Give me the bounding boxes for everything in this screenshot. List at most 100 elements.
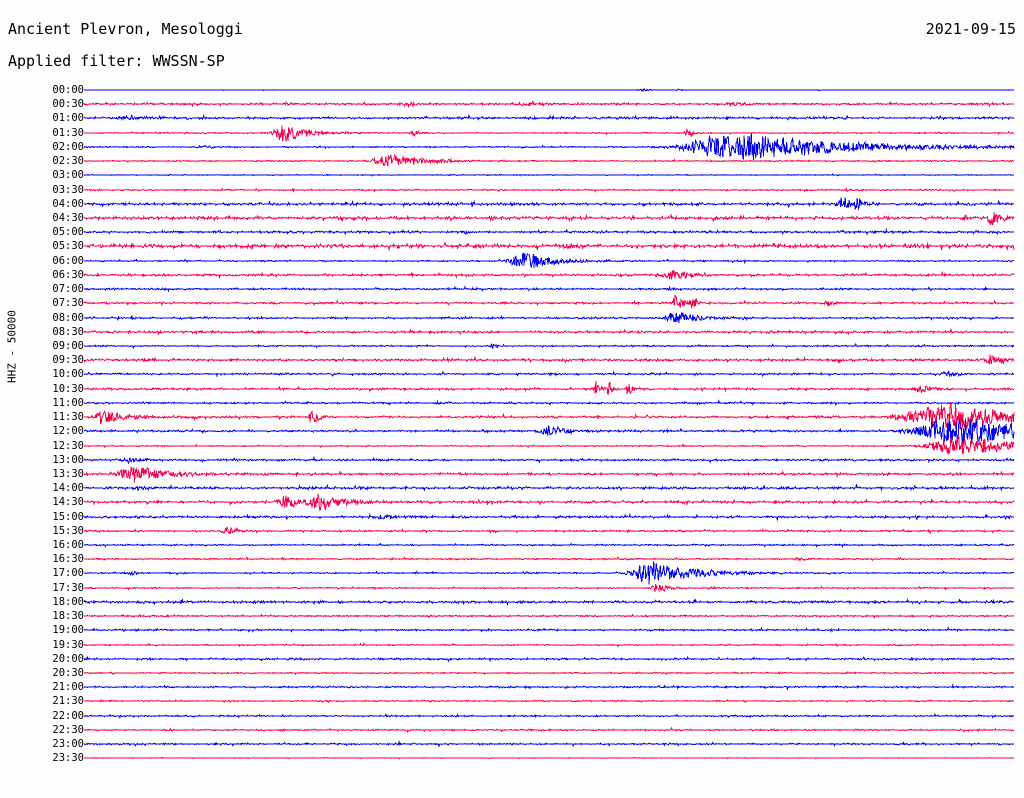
time-label-1730: 17:30: [52, 581, 84, 594]
trace-1600: [84, 542, 1015, 549]
trace-waveform: [83, 712, 1015, 719]
time-label-0730: 07:30: [52, 297, 84, 310]
trace-0700: [83, 285, 1015, 293]
trace-1500: [83, 512, 1015, 522]
trace-1930: [83, 641, 1015, 648]
trace-waveform: [83, 655, 1015, 663]
time-label-1300: 13:00: [52, 453, 84, 466]
time-label-0830: 08:30: [52, 325, 84, 338]
time-label-0330: 03:30: [52, 183, 84, 196]
trace-waveform: [83, 241, 1015, 252]
trace-waveform: [83, 526, 1015, 535]
time-label-0600: 06:00: [52, 254, 84, 267]
trace-1530: [83, 526, 1015, 535]
time-axis-labels: 00:00 00:30 01:00 01:30 02:00 02:30 03:00 03:30…: [22, 78, 84, 773]
trace-0800: [83, 311, 1015, 323]
time-label-1500: 15:00: [52, 510, 84, 523]
trace-waveform: [83, 186, 1015, 193]
trace-waveform: [84, 740, 1015, 748]
trace-waveform: [83, 380, 1015, 395]
trace-waveform: [83, 562, 1015, 586]
trace-1900: [83, 626, 1015, 634]
time-label-1430: 14:30: [52, 496, 84, 509]
trace-waveform: [83, 327, 1015, 336]
time-label-1900: 19:00: [52, 624, 84, 637]
time-label-0300: 03:00: [52, 169, 84, 182]
time-label-1830: 18:30: [52, 610, 84, 623]
time-label-1930: 19:30: [52, 638, 84, 651]
time-label-0100: 01:00: [52, 112, 84, 125]
trace-0230: [83, 154, 1015, 167]
helicorder-plot: 00:00 00:30 01:00 01:30 02:00 02:30 03:00 03:30…: [0, 78, 1024, 773]
trace-2330: [83, 756, 1015, 760]
trace-waveform: [83, 613, 1015, 620]
trace-waveform: [83, 311, 1015, 323]
date-label: 2021-09-15: [925, 20, 1016, 38]
trace-1430: [83, 493, 1015, 512]
trace-1000: [83, 370, 1015, 378]
time-label-2000: 20:00: [52, 652, 84, 665]
time-label-0700: 07:00: [52, 283, 84, 296]
time-label-1230: 12:30: [52, 439, 84, 452]
time-label-1530: 15:30: [52, 524, 84, 537]
trace-0830: [83, 327, 1015, 336]
time-label-0200: 02:00: [52, 140, 84, 153]
trace-0500: [83, 228, 1015, 236]
trace-waveform: [83, 583, 1015, 592]
trace-1030: [83, 380, 1015, 395]
time-label-1400: 14:00: [52, 482, 84, 495]
trace-1730: [83, 583, 1015, 592]
seismic-traces: [83, 78, 1015, 773]
time-label-0530: 05:30: [52, 240, 84, 253]
trace-waveform: [83, 435, 1015, 456]
trace-waveform: [83, 354, 1015, 365]
trace-0400: [83, 197, 1015, 211]
trace-0100: [83, 114, 1015, 122]
time-label-0930: 09:30: [52, 354, 84, 367]
trace-waveform: [83, 154, 1015, 167]
trace-waveform: [83, 483, 1015, 492]
trace-1830: [83, 613, 1015, 620]
trace-1700: [83, 562, 1015, 586]
time-label-0230: 02:30: [52, 155, 84, 168]
trace-1630: [84, 556, 1015, 563]
trace-0900: [83, 342, 1014, 350]
trace-0600: [83, 252, 1015, 268]
trace-waveform: [83, 173, 1015, 178]
trace-waveform: [83, 402, 1015, 431]
time-label-2230: 22:30: [52, 723, 84, 736]
trace-waveform: [83, 228, 1015, 236]
time-label-2200: 22:00: [52, 709, 84, 722]
trace-0000: [83, 88, 1015, 93]
trace-waveform: [83, 626, 1015, 634]
trace-waveform: [83, 100, 1015, 109]
time-label-2300: 23:00: [52, 738, 84, 751]
trace-waveform: [83, 598, 1015, 606]
time-label-1000: 10:00: [52, 368, 84, 381]
trace-waveform: [83, 342, 1014, 350]
trace-waveform: [83, 252, 1015, 268]
trace-waveform: [83, 114, 1015, 122]
trace-waveform: [83, 132, 1015, 161]
time-label-2330: 23:30: [52, 752, 84, 765]
trace-2130: [83, 699, 1015, 704]
trace-waveform: [83, 683, 1015, 691]
trace-1800: [83, 598, 1015, 606]
trace-waveform: [83, 512, 1015, 522]
trace-1400: [83, 483, 1015, 492]
trace-waveform: [83, 641, 1015, 648]
time-label-1800: 18:00: [52, 595, 84, 608]
trace-0030: [83, 100, 1015, 109]
trace-0730: [83, 295, 1015, 309]
time-label-0030: 00:30: [52, 98, 84, 111]
time-label-2130: 21:30: [52, 695, 84, 708]
trace-waveform: [83, 726, 1015, 733]
time-label-1330: 13:30: [52, 467, 84, 480]
trace-0630: [83, 269, 1015, 280]
time-label-1030: 10:30: [52, 382, 84, 395]
trace-waveform: [83, 699, 1015, 704]
time-label-1630: 16:30: [52, 553, 84, 566]
trace-1100: [83, 398, 1015, 406]
trace-1330: [83, 466, 1015, 483]
time-label-0500: 05:00: [52, 226, 84, 239]
